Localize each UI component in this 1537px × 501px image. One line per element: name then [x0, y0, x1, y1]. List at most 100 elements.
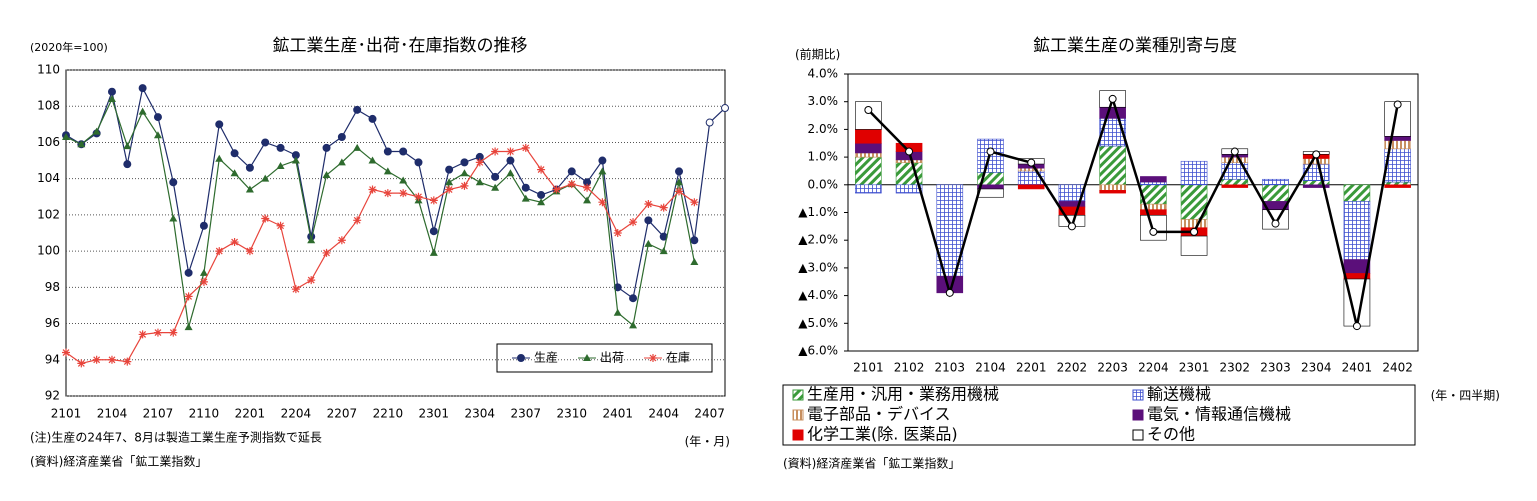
legend-label: 生産用・汎用・業務用機械 — [807, 385, 999, 404]
point — [383, 147, 392, 156]
bar-segment — [855, 101, 882, 130]
legend-swatch — [1132, 409, 1144, 421]
legend-box — [782, 384, 1416, 446]
x-unit: (年・四半期) — [1431, 389, 1500, 403]
point — [675, 187, 684, 196]
bar-segment — [1099, 145, 1126, 186]
point — [649, 354, 657, 362]
point — [77, 140, 86, 148]
x-tick-label: 2307 — [510, 407, 541, 421]
bar-segment — [1221, 156, 1249, 163]
total-point — [1067, 222, 1076, 231]
plot-frame — [847, 73, 1419, 352]
y-tick-label: ▲5.0% — [798, 316, 838, 330]
point — [138, 84, 147, 93]
point — [368, 156, 377, 164]
legend-label: 電気・情報通信機械 — [1147, 405, 1291, 424]
legend-label: その他 — [1147, 425, 1195, 444]
total-point — [1230, 147, 1239, 156]
point — [322, 143, 331, 152]
x-tick-label: 2302 — [1220, 361, 1251, 375]
y-tick-label: 98 — [45, 280, 60, 294]
bar-segment — [1384, 181, 1411, 186]
point — [153, 113, 162, 122]
bar-segment — [1180, 219, 1208, 229]
point — [521, 183, 530, 192]
bar-segment — [1058, 201, 1086, 208]
point — [123, 357, 132, 366]
series-line — [65, 97, 695, 328]
point — [199, 221, 208, 230]
point — [261, 214, 270, 223]
point — [429, 196, 438, 205]
point — [276, 161, 285, 169]
point — [475, 158, 484, 167]
legend-label: 出荷 — [600, 351, 624, 365]
point — [491, 183, 500, 191]
x-tick-label: 2204 — [281, 407, 312, 421]
y-tick-label: 100 — [37, 244, 60, 258]
point — [184, 268, 193, 277]
point — [138, 107, 147, 115]
legend-swatch — [792, 429, 804, 441]
y-tick-label: ▲4.0% — [798, 288, 838, 302]
point — [353, 216, 362, 225]
y-tick-label: 2.0% — [808, 122, 839, 136]
legend-swatch — [1132, 389, 1144, 401]
chart-title: 鉱工業生産･出荷･在庫指数の推移 — [273, 36, 528, 56]
bar-segment — [1140, 209, 1167, 216]
bar-segment — [855, 142, 882, 154]
point — [675, 167, 684, 176]
bar-segment — [855, 184, 882, 194]
point — [230, 149, 239, 158]
point — [307, 236, 316, 244]
point — [460, 169, 469, 177]
point — [169, 178, 178, 187]
point — [322, 171, 331, 179]
point — [123, 160, 132, 169]
point — [184, 323, 193, 331]
point — [169, 214, 178, 222]
x-tick-label: 2107 — [143, 407, 174, 421]
point — [107, 355, 116, 364]
y-tick-label: ▲6.0% — [798, 344, 838, 358]
point — [690, 198, 699, 207]
bar-segment — [1302, 163, 1330, 181]
bar-segment — [977, 188, 1004, 198]
x-tick-label: 2202 — [1057, 361, 1088, 375]
point — [613, 229, 622, 237]
point — [230, 169, 239, 177]
point — [675, 178, 684, 186]
series-line — [65, 86, 726, 300]
point — [337, 158, 346, 166]
point — [399, 189, 408, 198]
point — [598, 156, 607, 165]
point — [429, 227, 438, 236]
point — [583, 183, 592, 192]
x-tick-label: 2104 — [97, 407, 128, 421]
total-point — [986, 147, 995, 156]
legend-label: 電子部品・デバイス — [807, 405, 951, 424]
bar-segment — [855, 129, 882, 144]
y-tick-label: 3.0% — [808, 94, 839, 108]
point — [230, 238, 239, 247]
point — [491, 147, 500, 156]
point — [291, 156, 300, 164]
y-unit: (2020年=100) — [30, 40, 108, 54]
point — [368, 114, 377, 123]
point — [598, 198, 607, 207]
x-tick-label: 2404 — [648, 407, 679, 421]
point — [537, 165, 546, 174]
bar-segment — [855, 152, 882, 158]
total-point — [1393, 100, 1402, 109]
point — [353, 143, 362, 151]
y-tick-label: 102 — [37, 207, 60, 221]
x-tick-label: 2303 — [1260, 361, 1291, 375]
point — [276, 143, 285, 152]
point — [153, 131, 162, 139]
point — [659, 247, 668, 255]
point — [261, 138, 270, 147]
x-unit: (年・月) — [685, 435, 730, 449]
y-tick-label: 104 — [37, 171, 60, 185]
